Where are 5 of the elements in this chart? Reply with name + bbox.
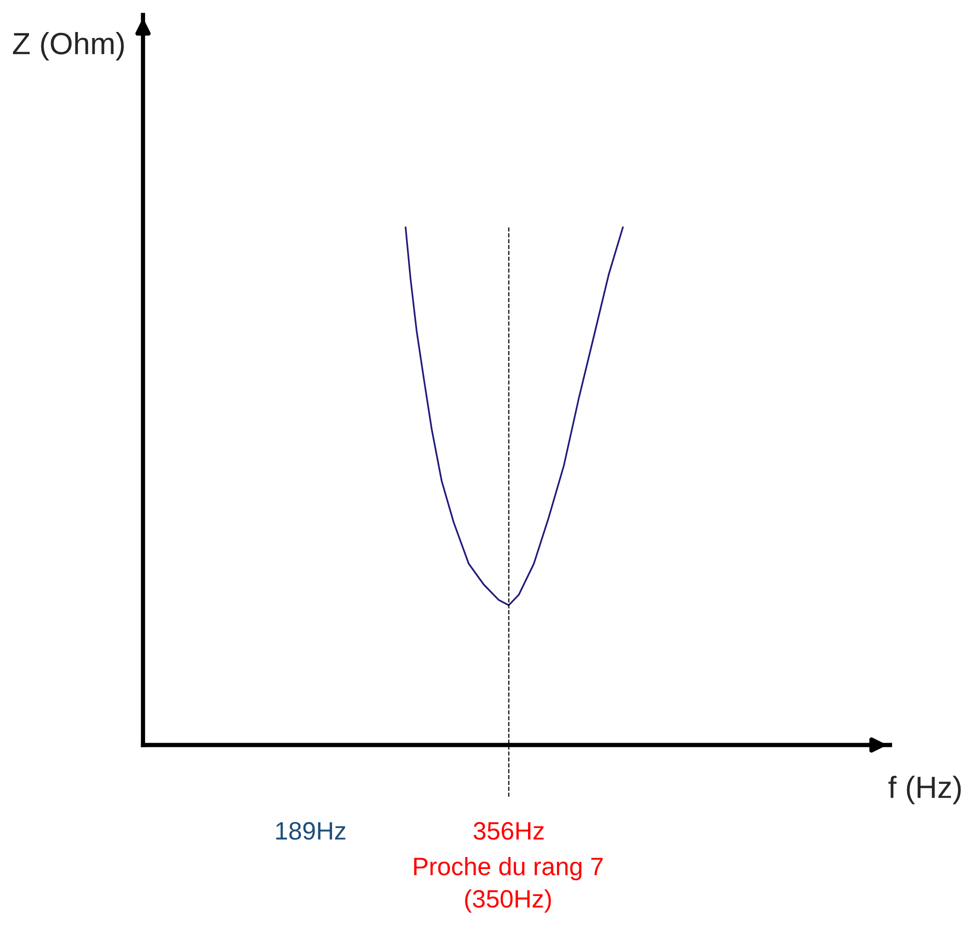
x-tick-label: 356Hz (474, 822, 544, 840)
x-tick-label: 189Hz (276, 822, 346, 840)
x-axis-title: f (Hz) (888, 776, 961, 804)
text: Z (Ohm) (12, 32, 124, 60)
text: Proche du rang 7 (350Hz) (414, 857, 603, 913)
